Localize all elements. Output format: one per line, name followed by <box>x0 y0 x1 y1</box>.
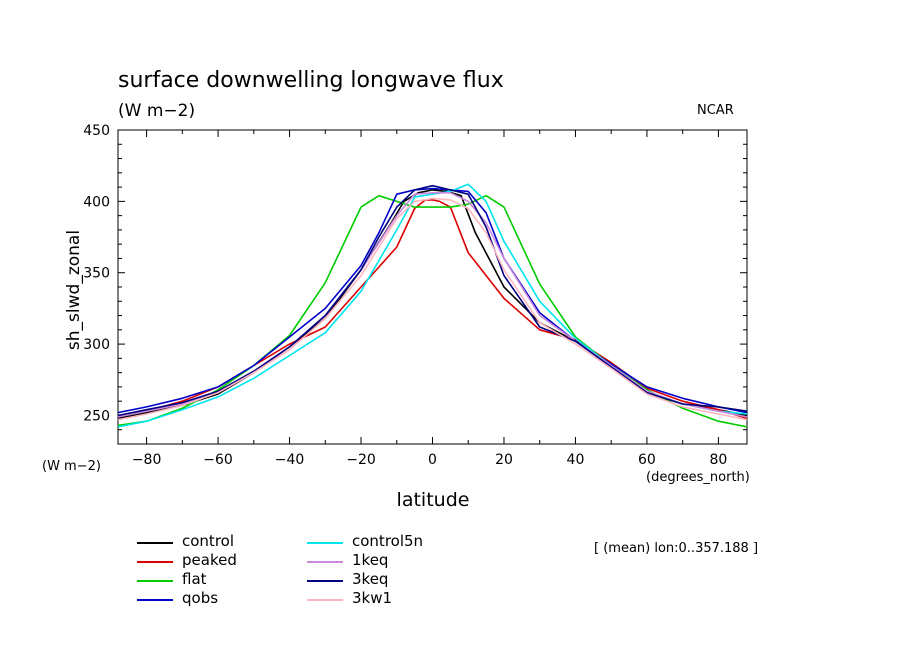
legend-swatch <box>137 561 173 563</box>
y-tick-label: 350 <box>83 266 110 282</box>
mean-note: [ (mean) lon:0..357.188 ] <box>594 541 759 556</box>
y-tick-label: 400 <box>83 194 110 210</box>
x-axis-units: (degrees_north) <box>646 470 750 485</box>
y-axis-units: (W m−2) <box>42 459 101 474</box>
legend-label: 3kw1 <box>352 589 393 607</box>
legend-swatch <box>307 542 343 544</box>
x-tick-label: 60 <box>638 452 656 468</box>
legend-label: control <box>182 532 234 550</box>
x-tick-label: 0 <box>428 452 437 468</box>
legend-swatch <box>307 580 343 582</box>
chart-title: surface downwelling longwave flux <box>118 68 504 93</box>
legend-swatch <box>137 542 173 544</box>
legend-label: flat <box>182 570 207 588</box>
legend-swatch <box>307 599 343 601</box>
legend-swatch <box>137 580 173 582</box>
y-tick-label: 300 <box>83 337 110 353</box>
legend-label: peaked <box>182 551 237 569</box>
series-line-1keq <box>117 192 748 418</box>
series-line-3keq <box>117 184 748 417</box>
series-line-3kw1 <box>117 197 748 421</box>
series-line-peaked <box>117 199 748 420</box>
org-label: NCAR <box>697 103 734 118</box>
x-tick-label: 20 <box>495 452 513 468</box>
x-tick-label: 40 <box>567 452 585 468</box>
series-line-qobs <box>117 187 748 414</box>
chart-units: (W m−2) <box>118 101 196 121</box>
series-line-control <box>117 189 748 420</box>
legend-swatch <box>137 599 173 601</box>
x-tick-label: 80 <box>709 452 727 468</box>
x-tick-label: −20 <box>346 452 376 468</box>
x-tick-label: −80 <box>132 452 162 468</box>
y-tick-label: 250 <box>83 408 110 424</box>
legend-label: 3keq <box>352 570 389 588</box>
axis-ticks: −80 −60 −40 −20 0 20 40 60 80 250 300 350 400 450 <box>83 123 747 468</box>
legend-label: control5n <box>352 532 424 550</box>
legend-label: qobs <box>182 589 219 607</box>
x-tick-label: −60 <box>203 452 233 468</box>
y-tick-label: 450 <box>83 123 110 139</box>
x-axis-label: latitude <box>396 489 470 511</box>
x-tick-label: −40 <box>275 452 305 468</box>
legend-swatch <box>307 561 343 563</box>
legend-label: 1keq <box>352 551 389 569</box>
series-lines <box>117 183 748 428</box>
